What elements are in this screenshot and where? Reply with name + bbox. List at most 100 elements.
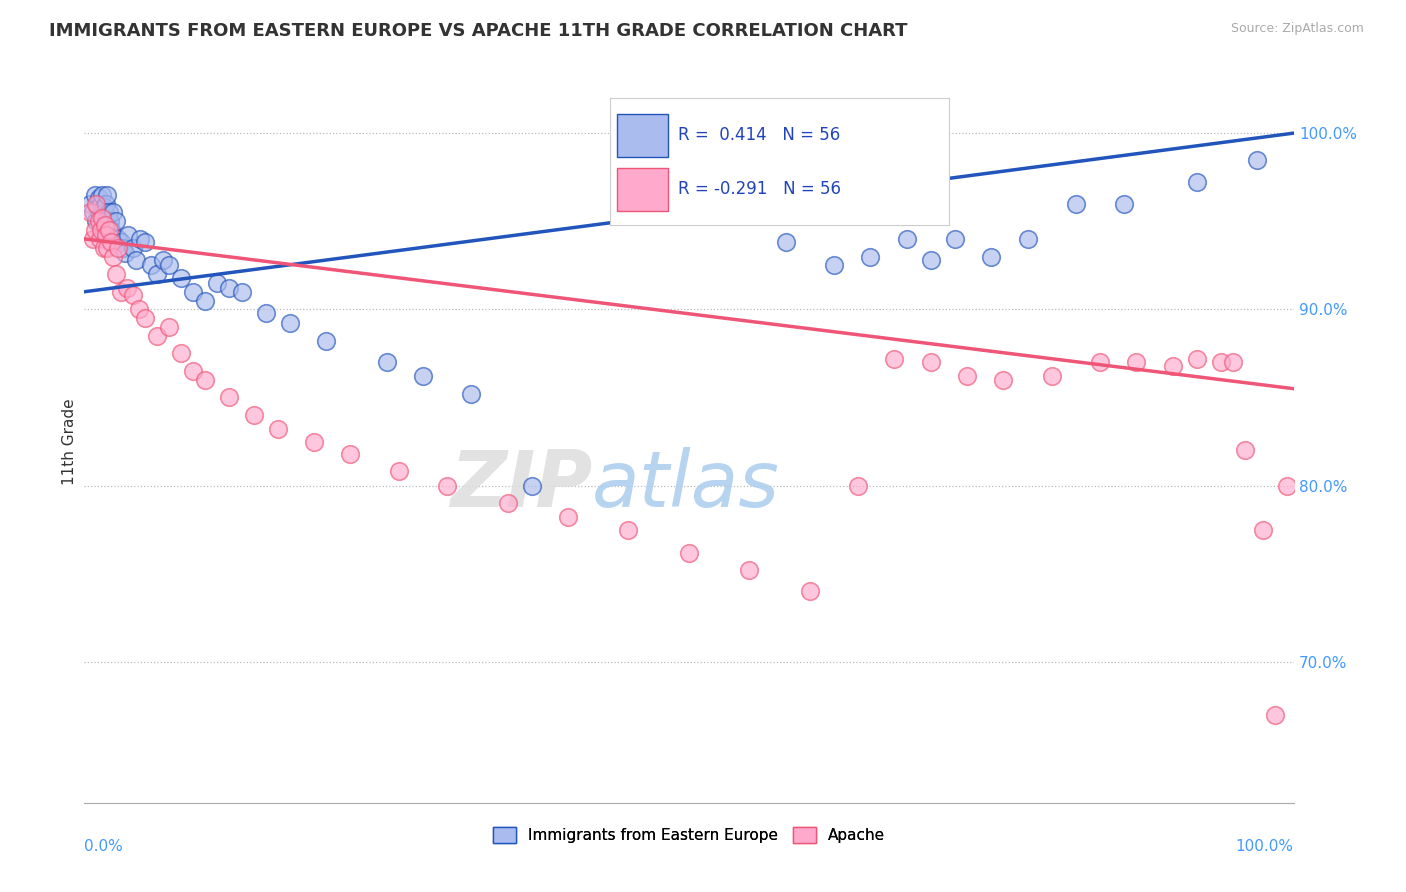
Point	[388, 465, 411, 479]
Point	[82, 205, 104, 219]
Point	[496, 496, 519, 510]
Point	[339, 447, 361, 461]
Point	[315, 334, 337, 348]
Legend: Immigrants from Eastern Europe, Apache: Immigrants from Eastern Europe, Apache	[486, 822, 891, 849]
Point	[799, 584, 821, 599]
Point	[94, 196, 117, 211]
Text: 0.0%: 0.0%	[84, 838, 124, 854]
Point	[218, 281, 240, 295]
Point	[103, 250, 125, 264]
Point	[87, 191, 110, 205]
Point	[207, 276, 229, 290]
Point	[436, 478, 458, 492]
Point	[1161, 359, 1184, 373]
Point	[121, 288, 143, 302]
Point	[96, 187, 118, 202]
Point	[90, 223, 112, 237]
Point	[121, 241, 143, 255]
Point	[146, 328, 169, 343]
Point	[194, 373, 217, 387]
Point	[557, 510, 579, 524]
Point	[104, 214, 127, 228]
Point	[93, 241, 115, 255]
Point	[100, 223, 122, 237]
Point	[859, 250, 882, 264]
Point	[1114, 196, 1136, 211]
Text: 100.0%: 100.0%	[1236, 838, 1294, 854]
Point	[1185, 351, 1208, 366]
Point	[97, 223, 120, 237]
Point	[993, 373, 1015, 387]
Point	[738, 563, 761, 577]
Point	[943, 232, 966, 246]
Point	[115, 281, 138, 295]
Point	[194, 293, 217, 308]
Point	[128, 302, 150, 317]
Text: IMMIGRANTS FROM EASTERN EUROPE VS APACHE 11TH GRADE CORRELATION CHART: IMMIGRANTS FROM EASTERN EUROPE VS APACHE…	[49, 22, 908, 40]
Point	[231, 285, 253, 299]
Point	[79, 196, 101, 211]
Point	[86, 196, 108, 211]
Point	[93, 200, 115, 214]
Point	[134, 235, 156, 250]
Point	[775, 235, 797, 250]
Point	[520, 478, 543, 492]
Text: Source: ZipAtlas.com: Source: ZipAtlas.com	[1230, 22, 1364, 36]
Point	[278, 317, 301, 331]
Point	[97, 205, 120, 219]
Point	[412, 369, 434, 384]
Point	[98, 214, 121, 228]
Point	[1088, 355, 1111, 369]
Point	[302, 434, 325, 449]
Point	[920, 253, 942, 268]
Point	[170, 270, 193, 285]
Point	[107, 241, 129, 255]
Point	[678, 545, 700, 559]
Point	[94, 228, 117, 243]
Point	[1253, 523, 1275, 537]
Point	[896, 232, 918, 246]
Point	[267, 422, 290, 436]
Point	[84, 223, 107, 237]
Point	[94, 205, 117, 219]
Point	[1277, 478, 1299, 492]
Point	[94, 218, 117, 232]
Point	[1246, 153, 1268, 167]
Point	[100, 235, 122, 250]
Point	[883, 351, 905, 366]
Point	[1125, 355, 1147, 369]
Point	[79, 205, 101, 219]
Point	[112, 241, 135, 255]
Point	[110, 285, 132, 299]
Point	[460, 387, 482, 401]
Y-axis label: 11th Grade: 11th Grade	[62, 398, 77, 485]
Text: ZIP: ZIP	[450, 447, 592, 523]
Point	[846, 478, 869, 492]
Point	[1017, 232, 1039, 246]
Point	[823, 258, 845, 272]
Point	[181, 364, 204, 378]
Point	[1040, 369, 1063, 384]
Point	[134, 311, 156, 326]
Point	[91, 211, 114, 225]
Point	[1234, 443, 1257, 458]
Point	[107, 232, 129, 246]
Point	[1185, 176, 1208, 190]
Point	[90, 196, 112, 211]
Point	[1222, 355, 1244, 369]
Point	[375, 355, 398, 369]
Point	[139, 258, 162, 272]
Point	[117, 228, 139, 243]
Point	[89, 232, 111, 246]
Point	[157, 258, 180, 272]
Point	[91, 187, 114, 202]
Point	[82, 232, 104, 246]
Text: atlas: atlas	[592, 447, 780, 523]
Point	[146, 267, 169, 281]
Point	[1264, 707, 1286, 722]
Point	[181, 285, 204, 299]
Point	[157, 320, 180, 334]
Point	[920, 355, 942, 369]
Point	[87, 214, 110, 228]
Point	[96, 241, 118, 255]
